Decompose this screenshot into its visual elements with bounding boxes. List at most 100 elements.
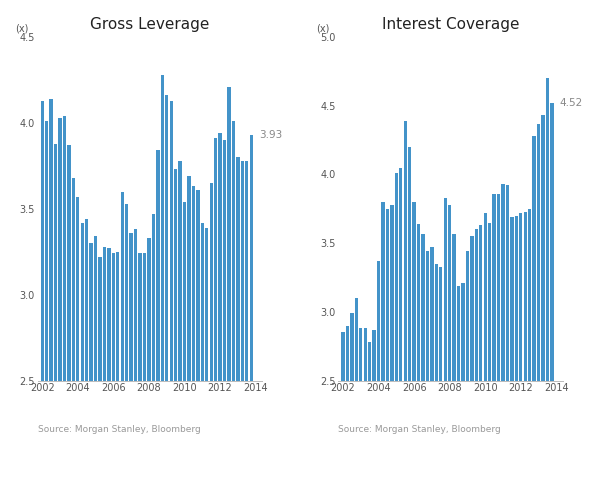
Bar bbox=[443, 198, 447, 478]
Bar bbox=[399, 168, 403, 478]
Bar bbox=[116, 252, 119, 478]
Bar bbox=[214, 138, 217, 478]
Bar bbox=[130, 233, 133, 478]
Bar bbox=[386, 209, 389, 478]
Bar bbox=[430, 247, 434, 478]
Bar bbox=[165, 96, 169, 478]
Bar bbox=[528, 209, 532, 478]
Bar bbox=[346, 326, 349, 478]
Bar bbox=[537, 124, 540, 478]
Text: (x): (x) bbox=[316, 23, 329, 33]
Bar bbox=[434, 264, 438, 478]
Bar bbox=[241, 161, 244, 478]
Bar bbox=[408, 147, 411, 478]
Bar bbox=[359, 328, 362, 478]
Bar bbox=[45, 121, 49, 478]
Bar bbox=[519, 213, 523, 478]
Bar bbox=[550, 103, 554, 478]
Text: (x): (x) bbox=[16, 23, 29, 33]
Bar bbox=[98, 257, 102, 478]
Bar bbox=[377, 261, 380, 478]
Bar bbox=[461, 283, 464, 478]
Text: 4.52: 4.52 bbox=[560, 98, 583, 108]
Bar bbox=[404, 121, 407, 478]
Bar bbox=[54, 143, 57, 478]
Bar bbox=[152, 214, 155, 478]
Bar bbox=[223, 140, 226, 478]
Bar bbox=[466, 251, 469, 478]
Bar bbox=[41, 100, 44, 478]
Bar bbox=[475, 229, 478, 478]
Bar bbox=[143, 253, 146, 478]
Bar bbox=[541, 115, 545, 478]
Bar bbox=[341, 333, 344, 478]
Bar bbox=[355, 298, 358, 478]
Bar bbox=[546, 78, 549, 478]
Title: Gross Leverage: Gross Leverage bbox=[91, 17, 210, 32]
Bar bbox=[174, 169, 177, 478]
Title: Interest Coverage: Interest Coverage bbox=[382, 17, 520, 32]
Bar bbox=[200, 223, 204, 478]
Bar bbox=[49, 99, 53, 478]
Bar bbox=[439, 267, 442, 478]
Bar bbox=[488, 223, 491, 478]
Bar bbox=[470, 236, 473, 478]
Bar bbox=[515, 216, 518, 478]
Bar bbox=[412, 202, 416, 478]
Bar bbox=[368, 342, 371, 478]
Bar bbox=[506, 185, 509, 478]
Bar bbox=[205, 228, 208, 478]
Bar bbox=[147, 238, 151, 478]
Bar bbox=[479, 225, 482, 478]
Bar bbox=[94, 236, 97, 478]
Bar bbox=[452, 234, 456, 478]
Bar bbox=[532, 136, 536, 478]
Bar bbox=[245, 161, 248, 478]
Bar bbox=[85, 219, 88, 478]
Bar bbox=[232, 121, 235, 478]
Bar bbox=[134, 229, 137, 478]
Bar bbox=[121, 192, 124, 478]
Bar bbox=[192, 186, 195, 478]
Bar bbox=[89, 243, 93, 478]
Bar bbox=[107, 248, 110, 478]
Bar bbox=[484, 213, 487, 478]
Bar bbox=[381, 202, 385, 478]
Bar bbox=[421, 234, 425, 478]
Bar bbox=[183, 202, 186, 478]
Bar bbox=[457, 286, 460, 478]
Bar bbox=[227, 87, 230, 478]
Bar bbox=[72, 178, 75, 478]
Bar bbox=[76, 197, 79, 478]
Bar bbox=[390, 205, 394, 478]
Bar bbox=[58, 118, 62, 478]
Bar bbox=[170, 100, 173, 478]
Text: 3.93: 3.93 bbox=[259, 130, 283, 140]
Bar bbox=[395, 173, 398, 478]
Bar bbox=[373, 330, 376, 478]
Bar bbox=[236, 157, 239, 478]
Bar bbox=[497, 194, 500, 478]
Bar bbox=[112, 253, 115, 478]
Bar bbox=[139, 253, 142, 478]
Bar bbox=[426, 251, 429, 478]
Bar bbox=[161, 75, 164, 478]
Bar bbox=[350, 313, 353, 478]
Bar bbox=[103, 247, 106, 478]
Bar bbox=[80, 223, 84, 478]
Bar bbox=[196, 190, 200, 478]
Bar bbox=[250, 135, 253, 478]
Bar bbox=[524, 212, 527, 478]
Bar bbox=[364, 328, 367, 478]
Bar bbox=[156, 151, 160, 478]
Bar bbox=[493, 194, 496, 478]
Text: Source: Morgan Stanley, Bloomberg: Source: Morgan Stanley, Bloomberg bbox=[38, 425, 200, 434]
Bar bbox=[67, 145, 71, 478]
Bar bbox=[417, 224, 420, 478]
Bar bbox=[510, 217, 514, 478]
Bar bbox=[448, 205, 451, 478]
Bar bbox=[209, 183, 213, 478]
Bar bbox=[502, 184, 505, 478]
Bar bbox=[218, 133, 222, 478]
Bar bbox=[63, 116, 66, 478]
